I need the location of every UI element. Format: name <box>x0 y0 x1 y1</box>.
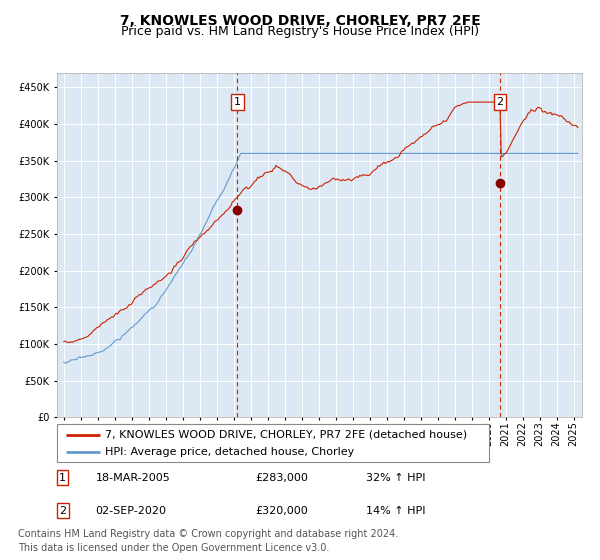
FancyBboxPatch shape <box>57 424 489 462</box>
Text: £283,000: £283,000 <box>256 473 308 483</box>
Text: 7, KNOWLES WOOD DRIVE, CHORLEY, PR7 2FE: 7, KNOWLES WOOD DRIVE, CHORLEY, PR7 2FE <box>119 14 481 28</box>
Text: £320,000: £320,000 <box>256 506 308 516</box>
Text: 2: 2 <box>59 506 66 516</box>
Text: 2: 2 <box>496 97 503 107</box>
Text: 32% ↑ HPI: 32% ↑ HPI <box>366 473 425 483</box>
Text: This data is licensed under the Open Government Licence v3.0.: This data is licensed under the Open Gov… <box>18 543 329 553</box>
Text: Contains HM Land Registry data © Crown copyright and database right 2024.: Contains HM Land Registry data © Crown c… <box>18 529 398 539</box>
Text: Price paid vs. HM Land Registry's House Price Index (HPI): Price paid vs. HM Land Registry's House … <box>121 25 479 38</box>
Text: 1: 1 <box>234 97 241 107</box>
Text: 7, KNOWLES WOOD DRIVE, CHORLEY, PR7 2FE (detached house): 7, KNOWLES WOOD DRIVE, CHORLEY, PR7 2FE … <box>104 430 467 440</box>
Text: 02-SEP-2020: 02-SEP-2020 <box>95 506 167 516</box>
Text: 1: 1 <box>59 473 66 483</box>
Text: 14% ↑ HPI: 14% ↑ HPI <box>366 506 425 516</box>
Text: HPI: Average price, detached house, Chorley: HPI: Average price, detached house, Chor… <box>104 447 354 458</box>
Text: 18-MAR-2005: 18-MAR-2005 <box>95 473 170 483</box>
